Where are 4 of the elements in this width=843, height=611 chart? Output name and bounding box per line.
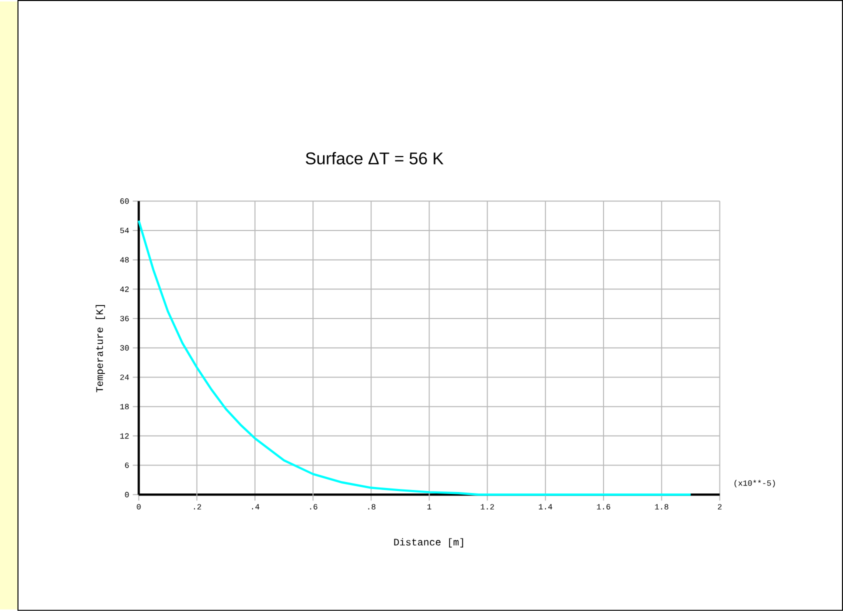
line-series xyxy=(138,220,692,496)
x-axis-title: Distance [m] xyxy=(394,538,464,548)
y-axis-title: Temperature [K] xyxy=(96,305,105,392)
text: Surface ΔT = 56 K xyxy=(306,152,444,164)
